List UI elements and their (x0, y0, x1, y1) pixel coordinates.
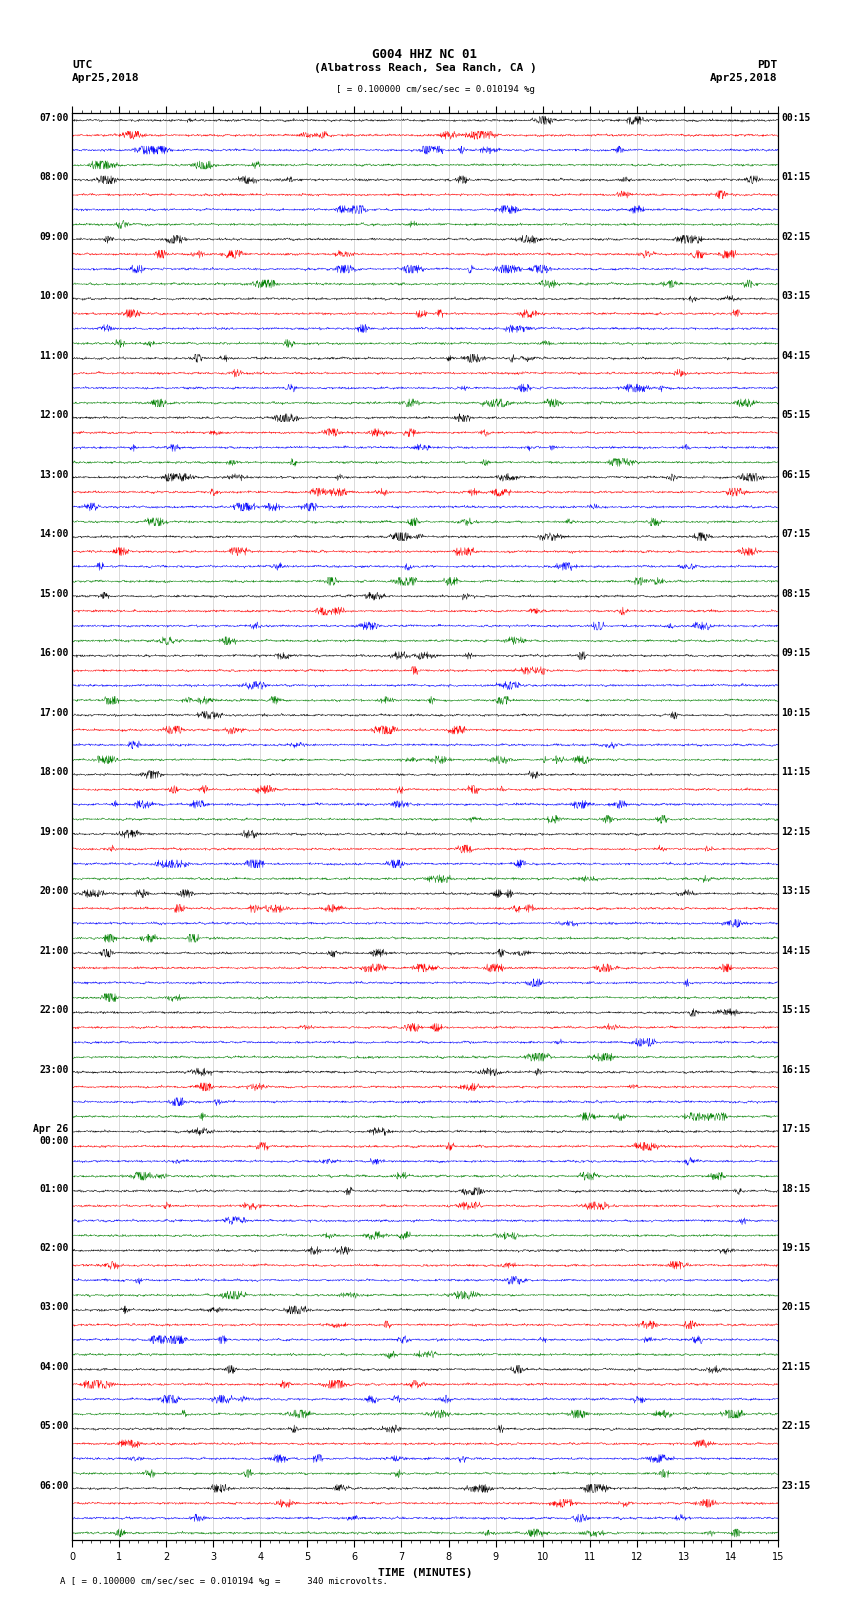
Text: 04:15: 04:15 (781, 350, 811, 361)
Text: G004 HHZ NC 01: G004 HHZ NC 01 (372, 48, 478, 61)
Text: 02:00: 02:00 (39, 1244, 69, 1253)
Text: 08:15: 08:15 (781, 589, 811, 598)
Text: 13:00: 13:00 (39, 469, 69, 479)
Text: 13:15: 13:15 (781, 886, 811, 897)
Text: UTC: UTC (72, 60, 93, 69)
Text: Apr 26
00:00: Apr 26 00:00 (33, 1124, 69, 1145)
Text: 10:15: 10:15 (781, 708, 811, 718)
Text: 17:00: 17:00 (39, 708, 69, 718)
Text: 02:15: 02:15 (781, 232, 811, 242)
Text: 23:00: 23:00 (39, 1065, 69, 1074)
Text: 03:00: 03:00 (39, 1303, 69, 1313)
Text: 17:15: 17:15 (781, 1124, 811, 1134)
Text: Apr25,2018: Apr25,2018 (711, 73, 778, 82)
Text: 11:15: 11:15 (781, 768, 811, 777)
Text: 23:15: 23:15 (781, 1481, 811, 1490)
Text: 07:00: 07:00 (39, 113, 69, 123)
Text: 08:00: 08:00 (39, 173, 69, 182)
Text: 15:15: 15:15 (781, 1005, 811, 1015)
Text: Apr25,2018: Apr25,2018 (72, 73, 139, 82)
Text: 01:15: 01:15 (781, 173, 811, 182)
Text: 18:00: 18:00 (39, 768, 69, 777)
Text: 16:00: 16:00 (39, 648, 69, 658)
Text: 06:00: 06:00 (39, 1481, 69, 1490)
Text: 12:00: 12:00 (39, 410, 69, 421)
Text: 14:00: 14:00 (39, 529, 69, 539)
Text: 10:00: 10:00 (39, 292, 69, 302)
Text: 05:15: 05:15 (781, 410, 811, 421)
Text: 20:00: 20:00 (39, 886, 69, 897)
Text: 09:00: 09:00 (39, 232, 69, 242)
Text: 11:00: 11:00 (39, 350, 69, 361)
Text: 09:15: 09:15 (781, 648, 811, 658)
Text: 00:15: 00:15 (781, 113, 811, 123)
Text: 06:15: 06:15 (781, 469, 811, 479)
Text: 19:00: 19:00 (39, 826, 69, 837)
Text: 07:15: 07:15 (781, 529, 811, 539)
Text: A [ = 0.100000 cm/sec/sec = 0.010194 %g =     340 microvolts.: A [ = 0.100000 cm/sec/sec = 0.010194 %g … (60, 1576, 388, 1586)
Text: 03:15: 03:15 (781, 292, 811, 302)
Text: 22:00: 22:00 (39, 1005, 69, 1015)
Text: 21:00: 21:00 (39, 945, 69, 955)
Text: 20:15: 20:15 (781, 1303, 811, 1313)
Text: 05:00: 05:00 (39, 1421, 69, 1431)
Text: (Albatross Reach, Sea Ranch, CA ): (Albatross Reach, Sea Ranch, CA ) (314, 63, 536, 73)
Text: 18:15: 18:15 (781, 1184, 811, 1194)
Text: 15:00: 15:00 (39, 589, 69, 598)
Text: 12:15: 12:15 (781, 826, 811, 837)
Text: 21:15: 21:15 (781, 1361, 811, 1373)
X-axis label: TIME (MINUTES): TIME (MINUTES) (377, 1568, 473, 1578)
Text: 19:15: 19:15 (781, 1244, 811, 1253)
Text: 16:15: 16:15 (781, 1065, 811, 1074)
Text: [ = 0.100000 cm/sec/sec = 0.010194 %g: [ = 0.100000 cm/sec/sec = 0.010194 %g (336, 85, 535, 95)
Text: 14:15: 14:15 (781, 945, 811, 955)
Text: 01:00: 01:00 (39, 1184, 69, 1194)
Text: 04:00: 04:00 (39, 1361, 69, 1373)
Text: 22:15: 22:15 (781, 1421, 811, 1431)
Text: PDT: PDT (757, 60, 778, 69)
